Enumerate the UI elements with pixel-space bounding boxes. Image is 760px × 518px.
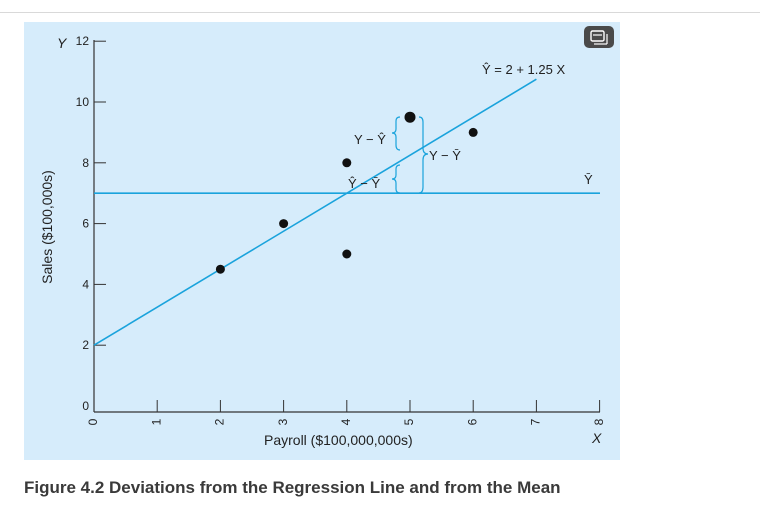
x-tick-label: 3: [276, 418, 290, 425]
chart-panel: [24, 22, 620, 460]
y-tick-label: 12: [76, 34, 90, 48]
x-tick-label: 8: [592, 418, 606, 425]
data-point: [215, 264, 225, 274]
x-tick-label: 5: [402, 418, 416, 425]
x-tick-label: 4: [339, 418, 353, 425]
y-tick-label: 10: [76, 95, 90, 109]
y-axis-label: Sales ($100,000s): [39, 170, 55, 284]
mean-label: Ȳ: [584, 172, 593, 187]
y-tick-label: 4: [82, 277, 89, 291]
y-tick-label: 2: [82, 338, 89, 352]
x-tick-label: 0: [86, 418, 100, 425]
regression-equation: Ŷ = 2 + 1.25 X: [482, 62, 565, 77]
data-point: [468, 127, 478, 137]
top-divider: [0, 12, 760, 13]
annotation-y-minus-ybar: Y − Ȳ: [429, 148, 461, 163]
x-tick-label: 7: [529, 418, 543, 425]
data-point: [279, 219, 289, 229]
annotation-yhat-minus-ybar: Ŷ − Ȳ: [348, 176, 380, 191]
annotation-y-minus-yhat: Y − Ŷ: [354, 132, 386, 147]
data-point: [342, 249, 352, 259]
x-axis-symbol: X: [591, 430, 602, 446]
y-tick-label: 0: [82, 399, 89, 413]
y-axis-symbol: Y: [57, 35, 68, 51]
copy-icon[interactable]: [584, 26, 614, 48]
brace-y-minus-ybar: [418, 116, 429, 194]
x-tick-label: 1: [149, 418, 163, 425]
data-point: [342, 158, 352, 168]
figure-caption: Figure 4.2 Deviations from the Regressio…: [24, 478, 561, 497]
x-axis-label: Payroll ($100,000,000s): [264, 432, 413, 448]
regression-line: [93, 78, 537, 346]
brace-y-minus-yhat: [391, 116, 401, 151]
x-tick-label: 2: [213, 418, 227, 425]
data-point: [404, 111, 416, 123]
brace-yhat-minus-ybar: [391, 164, 401, 194]
x-tick-label: 6: [465, 418, 479, 425]
y-tick-label: 8: [82, 156, 89, 170]
y-tick-label: 6: [82, 217, 89, 231]
data-points: [215, 111, 478, 274]
deviation-braces: [391, 116, 429, 194]
